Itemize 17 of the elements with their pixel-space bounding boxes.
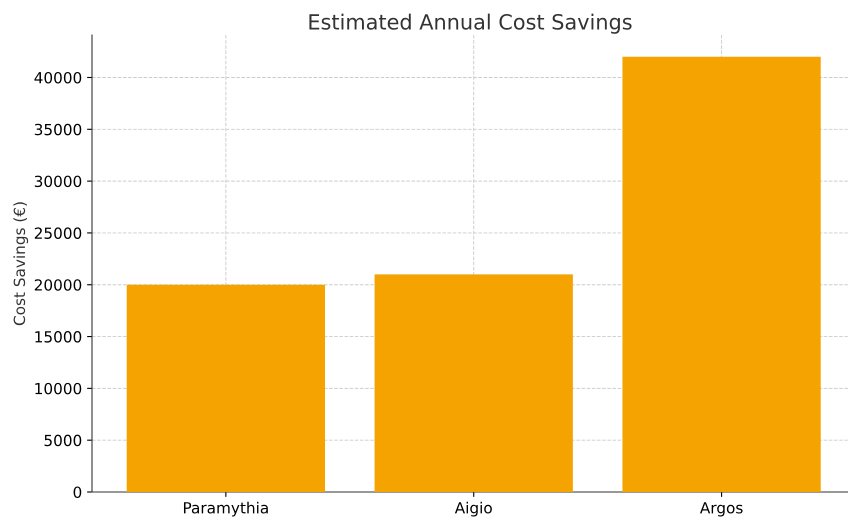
y-tick-label: 20000 [34, 279, 82, 291]
y-tick-label: 0 [74, 486, 82, 498]
y-tick-label: 40000 [34, 72, 82, 84]
bar [126, 284, 325, 492]
y-axis-title: Cost Savings (€) [13, 202, 28, 326]
y-tick-label: 5000 [44, 434, 82, 446]
y-tick-label: 25000 [34, 227, 82, 239]
y-tick-label: 30000 [34, 176, 82, 188]
x-tick-label: Paramythia [184, 502, 268, 517]
y-tick-label: 35000 [34, 124, 82, 136]
x-tick-label: Aigio [454, 502, 492, 517]
chart-title: Estimated Annual Cost Savings [309, 14, 632, 34]
bar [622, 56, 821, 492]
x-tick-label: Argos [700, 502, 743, 517]
bar [374, 274, 573, 492]
y-tick-label: 10000 [35, 382, 82, 394]
y-tick-label: 15000 [35, 331, 82, 343]
